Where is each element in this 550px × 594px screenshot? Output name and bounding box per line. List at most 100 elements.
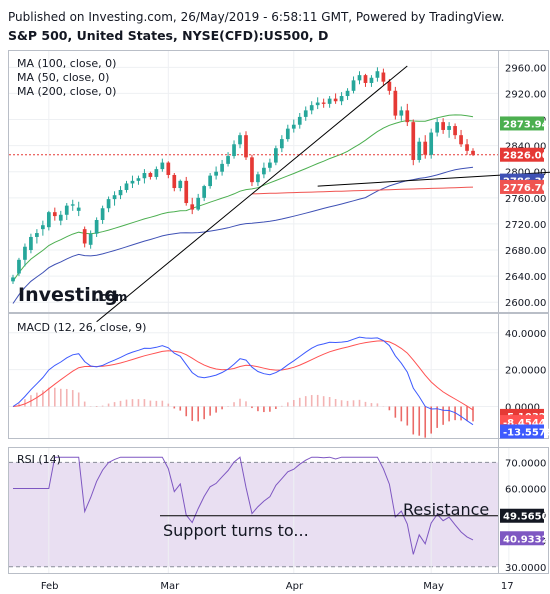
x-tick-label: 17 [501, 581, 514, 592]
candle-body [244, 135, 248, 158]
candle-body [178, 180, 183, 189]
rsi-label-resistance: 49.5650 [503, 512, 549, 523]
candle-body [363, 75, 368, 83]
candle-body [393, 90, 398, 116]
candle-body [35, 233, 39, 237]
x-tick-label: Feb [41, 581, 59, 592]
rsi-label-rsi: 40.9332 [503, 534, 549, 545]
macd-signal-line [12, 340, 474, 411]
macd-tick-label: 40.0000 [505, 329, 546, 340]
candle-body [435, 122, 440, 133]
candle-body [94, 219, 99, 234]
candle-body [17, 259, 21, 274]
candle-body [471, 150, 475, 155]
instrument-title: S&P 500, United States, NYSE(CFD):US500,… [8, 28, 328, 43]
candle-body [447, 126, 451, 130]
candle-body [46, 212, 51, 228]
rsi-tick-label: 70.0000 [505, 458, 546, 469]
trendline [317, 171, 550, 187]
legend-ma50: MA (50, close, 0) [17, 71, 109, 84]
candle-body [208, 175, 212, 187]
macd-histogram [18, 387, 474, 438]
candle-body [256, 174, 260, 183]
macd-axis-ticks: 40.0000 20.0000 0.0000 [505, 329, 546, 414]
candle-body [226, 156, 230, 164]
rsi-tick-label: 30.0000 [505, 563, 546, 574]
candle-body [154, 169, 159, 177]
investing-logo: Investing .com [18, 284, 127, 306]
x-tick-label: Apr [286, 581, 304, 592]
candle-body [220, 163, 224, 172]
rsi-lines [13, 456, 498, 555]
rsi-band-fill [9, 462, 498, 567]
candle-body [172, 174, 177, 189]
candle-body [118, 189, 123, 196]
candle-body [262, 167, 266, 175]
candle-body [291, 124, 296, 129]
rsi-resistance-annotation: Resistance [403, 500, 489, 519]
candle-body [357, 75, 362, 81]
macd-tick-label: 0.0000 [505, 403, 540, 414]
macd-lines [12, 336, 474, 426]
ma100-line [251, 186, 474, 195]
price-label-ma50: 2873.94 [503, 119, 549, 130]
candle-body [23, 246, 27, 260]
candle-body [429, 132, 434, 155]
candle-body [441, 122, 445, 130]
rsi-tick-label: 60.0000 [505, 485, 546, 496]
price-legend: MA (100, close, 0) MA (50, close, 0) MA … [17, 57, 116, 98]
price-tick-label: 2640.00 [505, 272, 546, 283]
rsi-value-labels: 49.5650 40.9332 [500, 508, 549, 546]
candle-body [465, 144, 469, 151]
candle-body [112, 195, 117, 200]
price-tick-label: 2960.00 [505, 63, 546, 74]
price-tick-label: 2680.00 [505, 246, 546, 257]
price-label-last-bg [500, 147, 544, 162]
candle-body [88, 233, 93, 245]
candle-body [345, 90, 350, 97]
candle-body [148, 173, 153, 177]
candle-body [417, 141, 422, 160]
candle-body [375, 71, 380, 78]
candle-body [327, 98, 332, 104]
candle-body [52, 212, 57, 217]
macd-label-macd-bg [500, 424, 544, 439]
panel-frames [8, 50, 549, 574]
candle-body [166, 162, 171, 175]
rsi-panel-frame [8, 447, 549, 574]
price-label-ma100: 2776.70 [503, 183, 549, 194]
rsi-band [9, 461, 498, 568]
candle-body [339, 96, 344, 102]
candle-body [76, 207, 81, 211]
candle-body [309, 105, 314, 111]
price-tick-label: 2920.00 [505, 89, 546, 100]
candle-body [387, 81, 392, 91]
ma200-line [12, 166, 474, 304]
price-indicator-lines [9, 114, 498, 304]
candle-body [232, 144, 236, 157]
candle-body [82, 229, 87, 244]
macd-line [12, 336, 474, 426]
ma50-line [12, 114, 474, 282]
candle-body [136, 178, 141, 181]
rsi-label-resistance-bg [500, 508, 544, 523]
macd-value-labels: -5.1032-8.4544-13.5576 [500, 408, 550, 439]
candle-body [41, 225, 45, 230]
x-axis-ticks: Feb Mar Apr May 17 [41, 581, 514, 592]
logo-wordmark: Investing [18, 284, 118, 306]
candle-body [196, 197, 201, 210]
candle-body [333, 98, 338, 102]
price-trendlines [96, 65, 550, 323]
candle-body [399, 110, 404, 116]
price-tick-label: 2720.00 [505, 220, 546, 231]
candle-body [29, 236, 33, 251]
price-candles [11, 67, 475, 284]
candle-body [411, 122, 416, 160]
macd-title: MACD (12, 26, close, 9) [17, 321, 146, 334]
candle-body [100, 208, 105, 220]
trendline [96, 65, 408, 323]
x-tick-label: Mar [160, 581, 180, 592]
candle-body [130, 180, 135, 184]
